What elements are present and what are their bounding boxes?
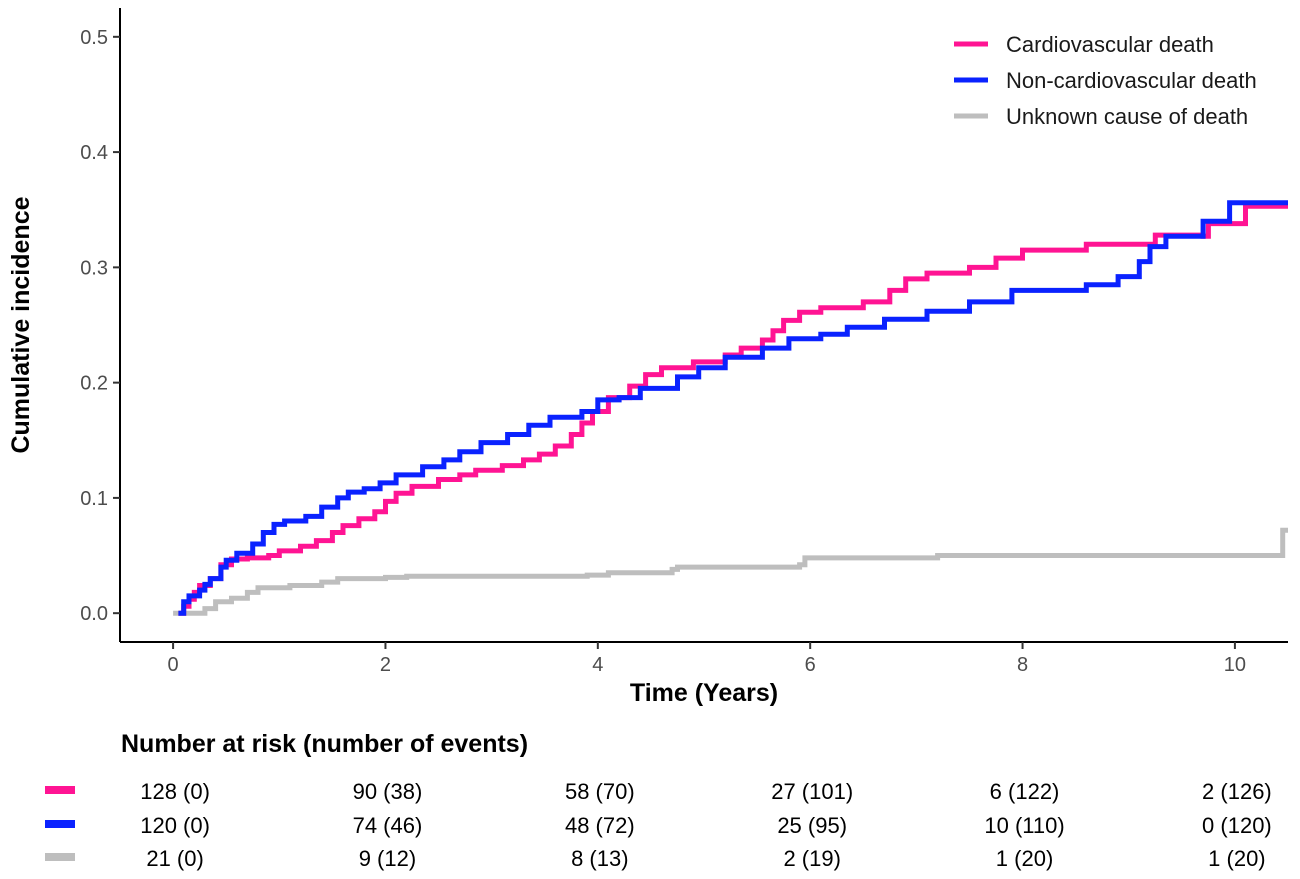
y-tick-label: 0.2 <box>80 373 108 395</box>
legend-label: Non-cardiovascular death <box>1006 68 1257 93</box>
x-tick-label: 0 <box>168 654 179 676</box>
x-ticks: 0 2 4 6 8 10 <box>168 642 1246 676</box>
series-line-1 <box>178 200 1288 616</box>
y-tick-label: 0.1 <box>80 488 108 510</box>
risk-table-cell: 25 (95) <box>777 813 847 838</box>
axes <box>119 8 1288 643</box>
risk-table-cell: 48 (72) <box>565 813 635 838</box>
risk-table-cell: 120 (0) <box>140 813 210 838</box>
legend-label: Unknown cause of death <box>1006 104 1248 129</box>
risk-table-cell: 27 (101) <box>771 779 853 804</box>
risk-table-cell: 74 (46) <box>353 813 423 838</box>
risk-table-cell: 128 (0) <box>140 779 210 804</box>
risk-table-cell: 8 (13) <box>571 846 628 871</box>
x-tick-label: 2 <box>380 654 391 676</box>
risk-table-cell: 2 (19) <box>783 846 840 871</box>
series-line-0 <box>178 203 1288 616</box>
y-tick-label: 0.3 <box>80 257 108 279</box>
risk-table-cell: 9 (12) <box>359 846 416 871</box>
risk-table-cell: 6 (122) <box>990 779 1060 804</box>
risk-table-cell: 2 (126) <box>1202 779 1272 804</box>
risk-table-cell: 10 (110) <box>984 813 1064 838</box>
x-tick-label: 10 <box>1224 654 1246 676</box>
x-tick-label: 8 <box>1017 654 1028 676</box>
legend-label: Cardiovascular death <box>1006 32 1214 57</box>
x-tick-label: 4 <box>592 654 603 676</box>
legend: Cardiovascular death Non-cardiovascular d… <box>954 32 1257 129</box>
risk-table-cell: 1 (20) <box>996 846 1053 871</box>
risk-table-cell: 58 (70) <box>565 779 635 804</box>
risk-table: 128 (0) 90 (38) 58 (70) 27 (101) 6 (122) 2 (1… <box>45 779 1272 871</box>
y-tick-label: 0.5 <box>80 27 108 49</box>
risk-table-cell: 0 (120) <box>1202 813 1272 838</box>
y-ticks: 0.0 0.1 0.2 0.3 0.4 0.5 <box>80 27 120 625</box>
y-axis-title: Cumulative incidence <box>7 196 35 453</box>
risk-table-cell: 90 (38) <box>353 779 423 804</box>
x-axis-title: Time (Years) <box>630 679 778 707</box>
risk-table-cell: 21 (0) <box>146 846 203 871</box>
y-tick-label: 0.0 <box>80 603 108 625</box>
risk-table-cell: 1 (20) <box>1208 846 1265 871</box>
series-line-2 <box>173 527 1288 616</box>
y-tick-label: 0.4 <box>80 142 108 164</box>
x-tick-label: 6 <box>805 654 816 676</box>
plot-area <box>173 200 1288 616</box>
risk-table-title: Number at risk (number of events) <box>121 730 528 758</box>
